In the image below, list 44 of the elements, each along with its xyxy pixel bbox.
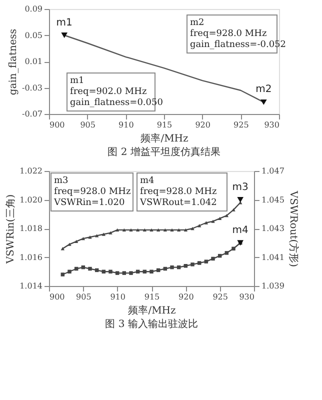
y-tick-label: 1.020 bbox=[20, 195, 42, 204]
y-tick-label: 1.022 bbox=[20, 166, 42, 176]
y-tick-label: 1.014 bbox=[20, 282, 42, 290]
text: 图 3 输入输出驻波比 bbox=[105, 318, 198, 330]
y-tick-label: 0.05 bbox=[24, 30, 42, 40]
text: 图 2 增益平坦度仿真结果 bbox=[108, 146, 220, 158]
y2-tick-label: 1.043 bbox=[262, 224, 284, 233]
y2-tick-label: 1.041 bbox=[262, 252, 284, 262]
x-tick-label: 925 bbox=[234, 120, 249, 130]
annotation: m1 freq=902.0 MHz gain_flatness=0.050 bbox=[70, 76, 164, 108]
data-label: m2 bbox=[256, 84, 272, 96]
y-tick-label: 0.01 bbox=[24, 57, 42, 66]
y-tick-label: 1.016 bbox=[20, 252, 42, 262]
data-label: m4 bbox=[232, 224, 248, 236]
x-tick-label: 905 bbox=[76, 292, 92, 302]
x-tick-label: 920 bbox=[178, 292, 194, 302]
y-tick-label: -0.07 bbox=[22, 110, 42, 118]
y-tick-label: 1.018 bbox=[20, 224, 42, 233]
annotation: m2 freq=928.0 MHz gain_flatness=-0.052 bbox=[190, 18, 286, 50]
x-tick-label: 930 bbox=[239, 292, 254, 302]
x-tick-label: 900 bbox=[50, 292, 65, 302]
y2-tick-label: 1.039 bbox=[262, 282, 284, 290]
annotation: m4 freq=928.0 MHz VSWRout=1.042 bbox=[139, 176, 217, 208]
x-tick-label: 900 bbox=[50, 120, 65, 130]
y-axis-title: gain_flatness bbox=[8, 28, 19, 96]
data-label: m1 bbox=[56, 17, 72, 28]
x-tick-label: 910 bbox=[110, 292, 126, 302]
x-tick-label: 915 bbox=[156, 120, 172, 130]
x-tick-label: 930 bbox=[264, 120, 280, 130]
x-axis-title: 频率/MHz bbox=[128, 304, 176, 316]
x-tick-label: 925 bbox=[212, 292, 228, 302]
y-tick-label: 0.09 bbox=[24, 4, 42, 14]
y2-tick-label: 1.045 bbox=[262, 195, 284, 204]
y2-axis-title: VSWRout(方形) bbox=[287, 190, 300, 268]
annotation: m3 freq=928.0 MHz VSWRin=1.020 bbox=[53, 176, 131, 208]
y-tick-label: -0.03 bbox=[22, 83, 42, 92]
x-tick-label: 910 bbox=[118, 120, 134, 130]
x-tick-label: 920 bbox=[195, 120, 210, 130]
x-tick-label: 915 bbox=[144, 292, 160, 302]
x-tick-label: 905 bbox=[80, 120, 96, 130]
x-axis-title: 频率/MHz bbox=[140, 132, 188, 144]
y2-tick-label: 1.047 bbox=[262, 166, 284, 176]
data-label: m3 bbox=[232, 182, 248, 193]
y-axis-title: VSWRin(三角) bbox=[4, 194, 17, 265]
